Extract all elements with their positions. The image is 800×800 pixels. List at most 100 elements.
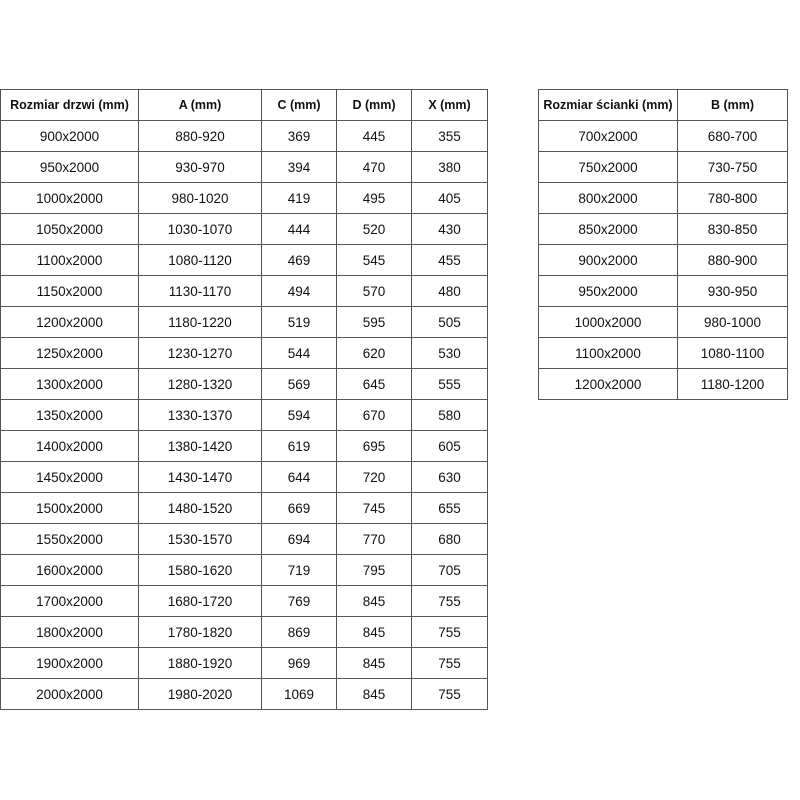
table-cell: 644 bbox=[261, 461, 337, 493]
column-header: A (mm) bbox=[138, 89, 262, 121]
column-header: Rozmiar ścianki (mm) bbox=[538, 89, 678, 121]
table-cell: 1880-1920 bbox=[138, 647, 262, 679]
table-header-row: Rozmiar ścianki (mm) B (mm) bbox=[538, 89, 788, 121]
table-cell: 930-950 bbox=[677, 275, 788, 307]
table-cell: 1200x2000 bbox=[0, 306, 139, 338]
table-row: 700x2000 680-700 bbox=[538, 120, 788, 152]
column-header: X (mm) bbox=[411, 89, 488, 121]
table-row: 2000x2000 1980-2020 1069 845 755 bbox=[0, 678, 488, 710]
table-cell: 630 bbox=[411, 461, 488, 493]
table-cell: 1000x2000 bbox=[0, 182, 139, 214]
table-cell: 1800x2000 bbox=[0, 616, 139, 648]
table-cell: 950x2000 bbox=[0, 151, 139, 183]
table-cell: 800x2000 bbox=[538, 182, 678, 214]
table-cell: 980-1000 bbox=[677, 306, 788, 338]
table-cell: 444 bbox=[261, 213, 337, 245]
table-cell: 505 bbox=[411, 306, 488, 338]
table-cell: 480 bbox=[411, 275, 488, 307]
table-cell: 1530-1570 bbox=[138, 523, 262, 555]
table-row: 1050x2000 1030-1070 444 520 430 bbox=[0, 213, 488, 245]
table-cell: 2000x2000 bbox=[0, 678, 139, 710]
table-row: 1300x2000 1280-1320 569 645 555 bbox=[0, 368, 488, 400]
column-header: D (mm) bbox=[336, 89, 412, 121]
table-cell: 519 bbox=[261, 306, 337, 338]
table-row: 1350x2000 1330-1370 594 670 580 bbox=[0, 399, 488, 431]
table-cell: 845 bbox=[336, 678, 412, 710]
table-row: 1600x2000 1580-1620 719 795 705 bbox=[0, 554, 488, 586]
table-cell: 595 bbox=[336, 306, 412, 338]
table-cell: 755 bbox=[411, 585, 488, 617]
wall-size-table: Rozmiar ścianki (mm) B (mm) 700x2000 680-7… bbox=[538, 89, 788, 400]
table-cell: 655 bbox=[411, 492, 488, 524]
table-cell: 1080-1120 bbox=[138, 244, 262, 276]
table-cell: 1000x2000 bbox=[538, 306, 678, 338]
table-cell: 394 bbox=[261, 151, 337, 183]
table-row: 1100x2000 1080-1120 469 545 455 bbox=[0, 244, 488, 276]
table-cell: 830-850 bbox=[677, 213, 788, 245]
table-cell: 1180-1200 bbox=[677, 368, 788, 400]
table-cell: 900x2000 bbox=[538, 244, 678, 276]
table-cell: 620 bbox=[336, 337, 412, 369]
table-cell: 845 bbox=[336, 585, 412, 617]
table-cell: 380 bbox=[411, 151, 488, 183]
table-cell: 1050x2000 bbox=[0, 213, 139, 245]
table-cell: 695 bbox=[336, 430, 412, 462]
table-cell: 670 bbox=[336, 399, 412, 431]
table-cell: 980-1020 bbox=[138, 182, 262, 214]
table-row: 1150x2000 1130-1170 494 570 480 bbox=[0, 275, 488, 307]
table-cell: 750x2000 bbox=[538, 151, 678, 183]
table-cell: 680-700 bbox=[677, 120, 788, 152]
table-row: 1200x2000 1180-1220 519 595 505 bbox=[0, 306, 488, 338]
table-cell: 680 bbox=[411, 523, 488, 555]
table-cell: 730-750 bbox=[677, 151, 788, 183]
door-size-table: Rozmiar drzwi (mm) A (mm) C (mm) D (mm) X (m… bbox=[0, 89, 488, 710]
table-cell: 880-920 bbox=[138, 120, 262, 152]
table-row: 1800x2000 1780-1820 869 845 755 bbox=[0, 616, 488, 648]
table-row: 1400x2000 1380-1420 619 695 605 bbox=[0, 430, 488, 462]
table-cell: 1069 bbox=[261, 678, 337, 710]
table-row: 900x2000 880-920 369 445 355 bbox=[0, 120, 488, 152]
table-cell: 1380-1420 bbox=[138, 430, 262, 462]
table-cell: 850x2000 bbox=[538, 213, 678, 245]
table-row: 900x2000 880-900 bbox=[538, 244, 788, 276]
table-cell: 545 bbox=[336, 244, 412, 276]
table-cell: 580 bbox=[411, 399, 488, 431]
table-row: 750x2000 730-750 bbox=[538, 151, 788, 183]
column-header: Rozmiar drzwi (mm) bbox=[0, 89, 139, 121]
table-cell: 930-970 bbox=[138, 151, 262, 183]
table-cell: 795 bbox=[336, 554, 412, 586]
table-cell: 1180-1220 bbox=[138, 306, 262, 338]
table-row: 1250x2000 1230-1270 544 620 530 bbox=[0, 337, 488, 369]
table-cell: 569 bbox=[261, 368, 337, 400]
table-cell: 1700x2000 bbox=[0, 585, 139, 617]
table-row: 1000x2000 980-1000 bbox=[538, 306, 788, 338]
table-cell: 1480-1520 bbox=[138, 492, 262, 524]
table-cell: 1280-1320 bbox=[138, 368, 262, 400]
table-cell: 719 bbox=[261, 554, 337, 586]
table-cell: 369 bbox=[261, 120, 337, 152]
table-cell: 1250x2000 bbox=[0, 337, 139, 369]
table-cell: 900x2000 bbox=[0, 120, 139, 152]
table-cell: 355 bbox=[411, 120, 488, 152]
table-cell: 520 bbox=[336, 213, 412, 245]
table-cell: 720 bbox=[336, 461, 412, 493]
table-cell: 770 bbox=[336, 523, 412, 555]
table-cell: 1780-1820 bbox=[138, 616, 262, 648]
table-cell: 950x2000 bbox=[538, 275, 678, 307]
table-cell: 594 bbox=[261, 399, 337, 431]
table-cell: 1400x2000 bbox=[0, 430, 139, 462]
table-row: 1900x2000 1880-1920 969 845 755 bbox=[0, 647, 488, 679]
table-cell: 495 bbox=[336, 182, 412, 214]
table-cell: 880-900 bbox=[677, 244, 788, 276]
table-cell: 1980-2020 bbox=[138, 678, 262, 710]
table-cell: 1080-1100 bbox=[677, 337, 788, 369]
table-cell: 755 bbox=[411, 647, 488, 679]
table-cell: 969 bbox=[261, 647, 337, 679]
table-cell: 1030-1070 bbox=[138, 213, 262, 245]
table-cell: 419 bbox=[261, 182, 337, 214]
table-row: 1000x2000 980-1020 419 495 405 bbox=[0, 182, 488, 214]
table-row: 950x2000 930-950 bbox=[538, 275, 788, 307]
table-cell: 445 bbox=[336, 120, 412, 152]
table-cell: 1100x2000 bbox=[0, 244, 139, 276]
table-row: 800x2000 780-800 bbox=[538, 182, 788, 214]
